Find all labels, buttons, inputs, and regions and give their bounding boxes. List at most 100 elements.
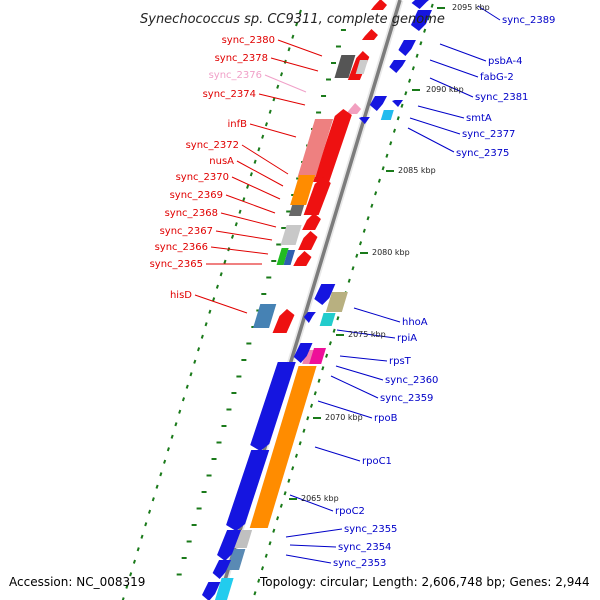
outer-dot (328, 341, 332, 346)
leader-line (429, 59, 479, 78)
forward-gene (361, 29, 378, 40)
outer-dot (257, 147, 261, 152)
gene-features (201, 0, 432, 600)
sync2380-block (334, 55, 356, 78)
outer-dot (234, 222, 238, 227)
gene-label-sync-2370[interactable]: sync_2370 (176, 172, 229, 183)
outer-dot (430, 3, 434, 8)
outer-dot (189, 372, 193, 377)
leader-line (270, 57, 319, 72)
kbp-label-2090: 2090 kbp (426, 85, 464, 94)
reverse-gene (411, 0, 429, 9)
gene-label-sync-2360[interactable]: sync_2360 (385, 375, 438, 386)
gene-label-sync-2381[interactable]: sync_2381 (475, 92, 528, 103)
gene-label-sync-2372[interactable]: sync_2372 (186, 140, 239, 151)
gene-label-psbA-4[interactable]: psbA-4 (488, 56, 523, 67)
gene-label-rpsT[interactable]: rpsT (389, 356, 412, 367)
forward-gene (302, 213, 321, 230)
rpsT-inner (309, 348, 327, 364)
outer-dot (325, 353, 329, 358)
outer-dot (121, 597, 125, 600)
kbp-label-2085: 2085 kbp (398, 166, 436, 175)
reverse-gene (212, 560, 232, 579)
outer-dot (136, 547, 140, 552)
kbp-label-2075: 2075 kbp (348, 330, 386, 339)
gene-label-sync-2374[interactable]: sync_2374 (203, 89, 256, 100)
outer-dot (257, 578, 261, 583)
outer-dot (321, 366, 325, 371)
outer-dot (204, 322, 208, 327)
gene-label-rpoC1[interactable]: rpoC1 (362, 456, 392, 467)
outer-dot (230, 234, 235, 239)
outer-dot (163, 459, 167, 464)
sync2365-block (283, 250, 296, 265)
kbp-label-2080: 2080 kbp (372, 248, 410, 257)
gene-label-sync-2353[interactable]: sync_2353 (333, 558, 386, 569)
outer-dot (268, 541, 272, 546)
outer-dot (246, 184, 250, 189)
sync2354-block (227, 549, 246, 570)
gene-label-sync-2380[interactable]: sync_2380 (222, 35, 275, 46)
gene-label-sync-2359[interactable]: sync_2359 (380, 393, 433, 404)
leader-line (215, 230, 273, 241)
outer-dot (415, 53, 419, 58)
outer-dot (260, 566, 265, 571)
gene-label-rpiA[interactable]: rpiA (397, 333, 417, 344)
outer-dot (306, 416, 310, 421)
leader-line (330, 375, 379, 399)
sync2353-block (214, 578, 234, 600)
gene-label-sync-2366[interactable]: sync_2366 (155, 242, 208, 253)
gene-label-sync-2365[interactable]: sync_2365 (150, 259, 203, 270)
forward-gene (370, 0, 387, 10)
gene-label-sync-2369[interactable]: sync_2369 (170, 190, 223, 201)
nusA-block (290, 175, 316, 205)
gene-label-hhoA[interactable]: hhoA (402, 317, 428, 328)
forward-gene (272, 309, 295, 333)
leader-line (407, 127, 455, 153)
leader-line (353, 307, 401, 323)
gene-label-nusA[interactable]: nusA (209, 156, 234, 167)
gene-label-smtA[interactable]: smtA (466, 113, 492, 124)
gene-label-infB[interactable]: infB (228, 119, 248, 130)
outer-dot (264, 122, 268, 127)
leader-line (231, 176, 281, 200)
outer-dot (279, 503, 283, 508)
outer-dot (181, 397, 186, 402)
outer-dot (208, 309, 212, 314)
gene-label-fabG-2[interactable]: fabG-2 (480, 72, 514, 83)
reverse-gene (398, 40, 416, 56)
outer-dot (140, 534, 144, 539)
label-leader-lines (194, 5, 501, 564)
gene-label-sync-2377[interactable]: sync_2377 (462, 129, 515, 140)
kbp-label-2070: 2070 kbp (325, 413, 363, 422)
outer-dot (355, 253, 359, 258)
rpoC-block (249, 455, 290, 528)
forward-gene-infB (313, 109, 352, 182)
leader-line (285, 554, 332, 564)
topology-text: Topology: circular; Length: 2,606,748 bp… (259, 575, 590, 589)
outer-dot (219, 272, 223, 277)
gene-label-rpoC2[interactable]: rpoC2 (335, 506, 365, 517)
kbp-label-2065: 2065 kbp (301, 494, 339, 503)
reverse-gene-rpoB (250, 362, 296, 451)
gene-label-sync-2375[interactable]: sync_2375 (456, 148, 509, 159)
leader-line (477, 5, 501, 21)
gene-label-hisD[interactable]: hisD (170, 290, 192, 301)
outer-tick-ring-right (253, 3, 434, 596)
right-gene-labels: sync_2389 psbA-4 fabG-2 sync_2381 smtA s… (333, 15, 555, 569)
gene-label-rpoB[interactable]: rpoB (374, 413, 398, 424)
forward-gene (298, 231, 318, 250)
gene-label-sync-2378[interactable]: sync_2378 (215, 53, 268, 64)
gene-label-sync-2368[interactable]: sync_2368 (165, 208, 218, 219)
outer-dot (309, 403, 314, 408)
rpoB-block (271, 366, 317, 455)
gene-label-sync-2376[interactable]: sync_2376 (209, 70, 262, 81)
gene-label-sync-2389[interactable]: sync_2389 (502, 15, 555, 26)
leader-line (409, 117, 461, 135)
kbp-label-2095: 2095 kbp (452, 3, 490, 12)
leader-line (258, 93, 306, 106)
gene-label-sync-2354[interactable]: sync_2354 (338, 542, 391, 553)
gene-label-sync-2355[interactable]: sync_2355 (344, 524, 397, 535)
leader-line (220, 212, 277, 228)
gene-label-sync-2367[interactable]: sync_2367 (160, 226, 213, 237)
